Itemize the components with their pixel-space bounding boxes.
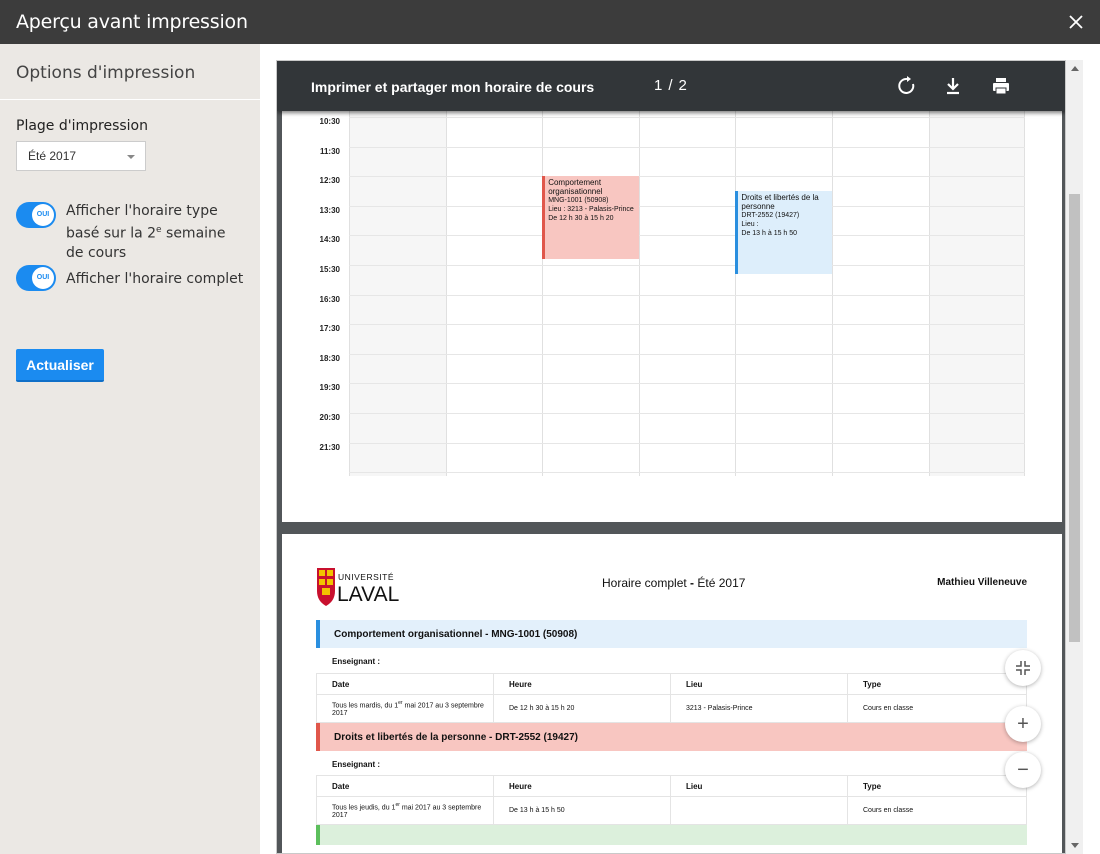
calendar-row-line xyxy=(349,472,1026,474)
teacher-label: Enseignant : xyxy=(332,760,381,769)
print-icon[interactable] xyxy=(990,75,1012,97)
table-row: Tous les jeudis, du 1er mai 2017 au 3 se… xyxy=(316,797,1027,825)
calendar-column xyxy=(735,111,832,477)
print-range-select[interactable]: Été 2017 xyxy=(16,141,146,171)
print-options-sidebar: Options d'impression Plage d'impression … xyxy=(0,44,260,854)
print-range-value: Été 2017 xyxy=(28,149,77,163)
dialog-title: Aperçu avant impression xyxy=(16,11,248,33)
calendar-row-line xyxy=(349,442,1026,444)
calendar-event: Droits et libertés de la personne DRT-25… xyxy=(735,191,832,274)
total-pages: 2 xyxy=(678,77,687,94)
full-schedule-label: Afficher l'horaire complet xyxy=(66,271,244,287)
calendar-row-line xyxy=(349,294,1026,296)
zoom-out-button[interactable]: − xyxy=(1005,752,1041,788)
pdf-page-1: 10:30 11:30 12:30 13:30 14:30 15:30 16:30 17:30… xyxy=(282,111,1062,522)
pdf-page-2: UNIVERSITÉ LAVAL Horaire complet - Été 2… xyxy=(282,534,1062,853)
table-header-row: Date Heure Lieu Type xyxy=(316,775,1027,798)
time-label: 16:30 xyxy=(319,294,340,304)
calendar-column xyxy=(349,111,446,477)
calendar-row-line xyxy=(349,176,1026,178)
toggle-state: OUI xyxy=(32,267,54,289)
time-label: 12:30 xyxy=(319,176,340,186)
teacher-label: Enseignant : xyxy=(332,657,381,666)
time-label: 13:30 xyxy=(319,205,340,215)
chevron-down-icon xyxy=(127,155,135,159)
time-label: 20:30 xyxy=(319,413,340,422)
typical-schedule-label: Afficher l'horaire type basé sur la 2e s… xyxy=(66,203,226,261)
page-separator: / xyxy=(668,77,673,94)
time-label: 19:30 xyxy=(319,383,340,393)
logo-bottom-text: LAVAL xyxy=(337,583,399,606)
calendar-column xyxy=(542,111,639,477)
calendar-event: Comportement organisationnel MNG-1001 (5… xyxy=(542,176,639,260)
course-header: Comportement organisationnel - MNG-1001 … xyxy=(316,620,1027,648)
time-label: 10:30 xyxy=(319,117,340,126)
calendar-row-line xyxy=(349,413,1026,414)
course-header xyxy=(316,825,1027,845)
schedule-title: Horaire complet - Été 2017 xyxy=(602,576,746,590)
scroll-down-arrow[interactable] xyxy=(1071,843,1079,848)
rotate-icon[interactable] xyxy=(896,75,918,97)
time-label: 14:30 xyxy=(319,235,340,245)
time-label: 17:30 xyxy=(319,324,340,334)
download-icon[interactable] xyxy=(942,75,964,97)
toggle-state: OUI xyxy=(32,204,54,226)
zoom-in-button[interactable]: + xyxy=(1005,706,1041,742)
table-header-row: Date Heure Lieu Type xyxy=(316,673,1027,696)
calendar-row-line xyxy=(349,235,1026,237)
calendar-row-line xyxy=(349,205,1026,207)
table-row: Tous les mardis, du 1er mai 2017 au 3 se… xyxy=(316,695,1027,723)
weekly-calendar-grid xyxy=(349,111,1026,477)
current-page[interactable]: 1 xyxy=(654,77,663,94)
calendar-row-line xyxy=(349,117,1026,118)
calendar-column xyxy=(445,111,543,477)
fit-page-icon[interactable] xyxy=(1005,650,1041,686)
update-button[interactable]: Actualiser xyxy=(16,349,104,382)
student-name: Mathieu Villeneuve xyxy=(937,577,1027,588)
university-logo: UNIVERSITÉ LAVAL xyxy=(316,567,416,612)
sidebar-heading: Options d'impression xyxy=(0,44,260,100)
page-indicator: 1 / 2 xyxy=(654,77,687,94)
time-label: 18:30 xyxy=(319,353,340,363)
preview-area: Imprimer et partager mon horaire de cour… xyxy=(260,44,1100,854)
typical-schedule-toggle[interactable]: OUI xyxy=(16,202,56,228)
calendar-row-line xyxy=(349,324,1026,326)
pdf-toolbar: Imprimer et partager mon horaire de cour… xyxy=(277,61,1065,111)
full-schedule-toggle[interactable]: OUI xyxy=(16,265,56,291)
time-label: 15:30 xyxy=(319,265,340,274)
scrollbar[interactable] xyxy=(1066,60,1083,854)
calendar-column xyxy=(832,111,929,477)
close-icon[interactable] xyxy=(1064,10,1088,34)
scrollbar-thumb[interactable] xyxy=(1069,194,1080,642)
calendar-row-line xyxy=(349,353,1026,355)
calendar-row-line xyxy=(349,383,1026,385)
print-range-label: Plage d'impression xyxy=(16,118,148,134)
calendar-row-line xyxy=(349,265,1026,266)
calendar-column xyxy=(638,111,736,477)
time-label: 11:30 xyxy=(319,146,340,156)
calendar-column xyxy=(928,111,1026,477)
calendar-row-line xyxy=(349,146,1026,148)
dialog-header: Aperçu avant impression xyxy=(0,0,1100,44)
pdf-document-title: Imprimer et partager mon horaire de cour… xyxy=(311,79,595,95)
course-header: Droits et libertés de la personne - DRT-… xyxy=(316,723,1027,751)
pdf-viewport[interactable]: Imprimer et partager mon horaire de cour… xyxy=(276,60,1066,854)
time-label: 21:30 xyxy=(319,442,340,452)
logo-top-text: UNIVERSITÉ xyxy=(338,572,394,582)
scroll-up-arrow[interactable] xyxy=(1071,66,1079,71)
